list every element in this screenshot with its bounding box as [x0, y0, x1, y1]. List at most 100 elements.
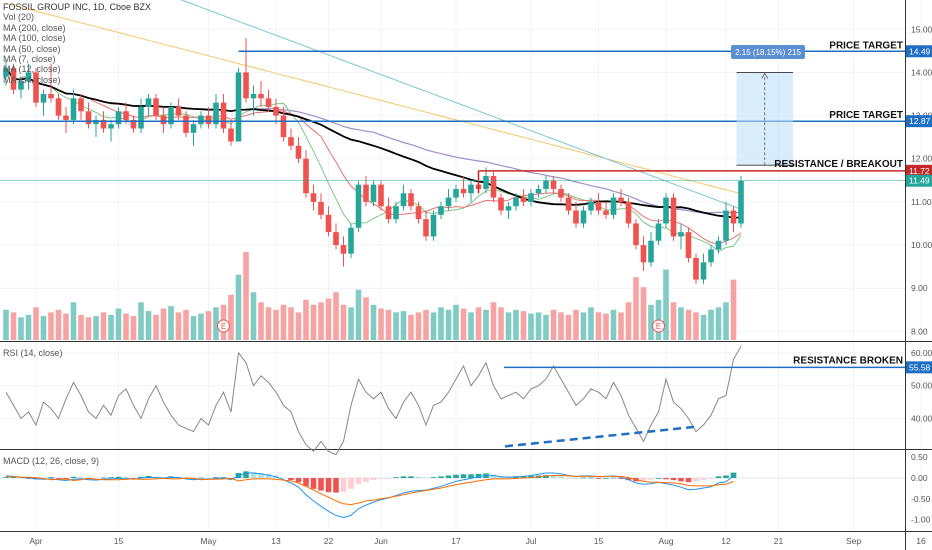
volume-bar — [55, 309, 62, 340]
candle-body — [333, 232, 339, 246]
earnings-marker — [217, 319, 230, 333]
time-tick-label: 17 — [451, 536, 461, 546]
candle-body — [730, 210, 737, 224]
time-tick-label: Apr — [29, 536, 42, 546]
candle-body — [130, 119, 137, 129]
candle-body — [738, 180, 744, 224]
volume-bar — [693, 312, 699, 340]
indicator-ma34[interactable]: MA (34, close) — [3, 74, 61, 85]
candle-body — [370, 184, 377, 202]
macd-histogram-bar — [730, 472, 737, 479]
candle-body — [513, 197, 519, 207]
volume-bar — [625, 302, 632, 340]
volume-bar — [33, 307, 39, 340]
macd-histogram-bar — [295, 478, 302, 483]
macd-legend[interactable]: MACD (12, 26, close, 9) — [3, 456, 100, 466]
volume-bar — [415, 312, 422, 340]
volume-bar — [3, 309, 9, 340]
candle-body — [723, 210, 729, 241]
volume-bar — [723, 302, 729, 340]
volume-bar — [160, 308, 167, 340]
indicator-ma7[interactable]: MA (7, close) — [3, 54, 56, 65]
volume-bar — [490, 302, 497, 340]
candle-body — [235, 72, 242, 142]
candle-body — [415, 206, 422, 220]
indicator-vol[interactable]: Vol (20) — [3, 12, 35, 23]
price-target-label-2: PRICE TARGET — [829, 110, 903, 121]
macd-histogram-bar — [490, 474, 497, 479]
rsi-badge-label: 55.58 — [909, 362, 931, 372]
measure-label-bg — [731, 45, 805, 59]
rsi-trendline — [504, 425, 698, 448]
candle-body — [595, 201, 602, 211]
macd-histogram-bar — [460, 474, 467, 479]
macd-histogram-bar — [708, 478, 714, 479]
indicator-ma100[interactable]: MA (100, close) — [3, 33, 66, 44]
candle-body — [445, 197, 452, 207]
volume-bar — [588, 307, 594, 340]
macd-histogram-bar — [258, 473, 264, 479]
measure-arrow-head — [761, 72, 769, 79]
macd-tick-label: 0.00 — [911, 473, 928, 483]
earnings-marker-label: E — [221, 322, 226, 331]
volume-bar — [325, 298, 332, 340]
volume-bar — [205, 311, 212, 340]
candle-body — [123, 111, 129, 120]
macd-histogram-bar — [693, 478, 699, 482]
candle-body — [625, 201, 632, 224]
candle-body — [655, 223, 662, 241]
volume-bar — [640, 287, 647, 340]
macd-histogram-bar — [625, 478, 632, 481]
volume-bar — [108, 314, 114, 340]
volume-bar — [730, 279, 737, 340]
volume-bar — [213, 307, 219, 340]
macd-histogram-bar — [595, 478, 602, 479]
candle-body — [3, 68, 9, 77]
candle-body — [550, 180, 557, 189]
ma7-line — [5, 67, 742, 252]
volume-bar — [63, 313, 69, 340]
price-tick-label: 12.00 — [911, 154, 932, 164]
price-tick-label: 9.00 — [911, 283, 928, 293]
volume-bar — [543, 314, 549, 340]
volume-bar — [670, 302, 677, 340]
macd-histogram-bar — [610, 477, 617, 479]
candle-body — [340, 245, 347, 254]
price-badge — [906, 174, 932, 187]
macd-histogram-bar — [325, 478, 332, 493]
volume-bar — [93, 316, 99, 340]
candle-body — [468, 184, 474, 194]
candle-body — [460, 188, 467, 194]
time-tick-label: May — [200, 536, 217, 546]
macd-histogram-bar — [78, 477, 84, 479]
volume-bar — [70, 302, 77, 340]
volume-bar — [468, 312, 474, 340]
macd-histogram-bar — [93, 478, 99, 479]
candle-body — [318, 201, 324, 215]
indicator-ma200[interactable]: MA (200, close) — [3, 22, 66, 33]
time-tick-label: 12 — [721, 536, 731, 546]
volume-bar — [438, 307, 444, 340]
candle-body — [438, 206, 444, 215]
volume-bar — [408, 314, 414, 340]
rsi-legend[interactable]: RSI (14, close) — [3, 348, 63, 358]
volume-bar — [235, 274, 242, 340]
macd-histogram-bar — [430, 477, 437, 479]
volume-bar — [258, 302, 264, 340]
volume-bar — [400, 311, 407, 340]
volume-bar — [153, 314, 159, 340]
indicator-ma12[interactable]: MA (12, close) — [3, 64, 61, 75]
macd-histogram-bar — [280, 477, 287, 479]
candle-body — [693, 258, 699, 280]
candle-body — [483, 176, 489, 189]
indicator-ma50[interactable]: MA (50, close) — [3, 43, 61, 54]
candle-body — [205, 115, 212, 125]
macd-pane — [0, 471, 905, 519]
candle-body — [573, 210, 579, 224]
chart-title: FOSSIL GROUP INC, 1D, Cboe BZX — [3, 2, 152, 12]
macd-histogram-bar — [408, 476, 414, 479]
price-tick-label: 11.00 — [911, 197, 932, 207]
volume-bar — [18, 317, 24, 340]
